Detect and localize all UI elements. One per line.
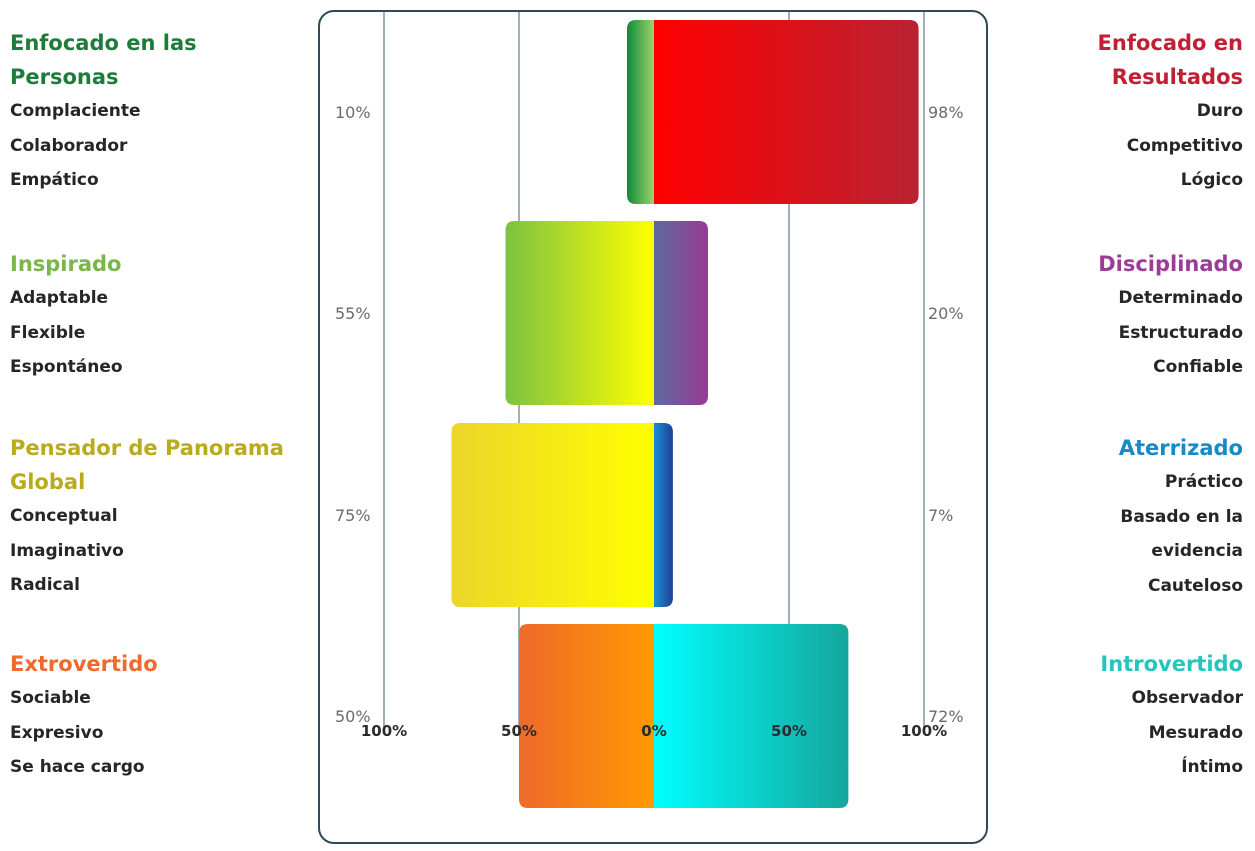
trait-label: Práctico [1164, 472, 1243, 492]
x-tick-label: 0% [641, 722, 666, 740]
percent-label-right: 72% [928, 707, 964, 726]
trait-label: evidencia [1151, 541, 1243, 561]
trait-label: Sociable [10, 688, 91, 708]
trait-label: Competitivo [1126, 135, 1243, 156]
label-block-right: Introvertido Observador Mesurado Íntimo [943, 647, 1243, 785]
label-block-left: Inspirado Adaptable Flexible Espontáneo [10, 247, 310, 385]
label-block-right: Enfocado en Resultados Duro Competitivo Lógi… [943, 26, 1243, 198]
trait-label: Cauteloso [1147, 575, 1243, 596]
trait-label: Imaginativo [10, 540, 124, 561]
label-block-left: Extrovertido Sociable Expresivo Se hace car… [10, 647, 310, 785]
label-block-right: Disciplinado Determinado Estructurado Confi… [943, 247, 1243, 385]
percent-label-right: 98% [928, 103, 964, 122]
percent-label-right: 20% [928, 304, 964, 323]
label-block-right: Aterrizado Práctico Basado en la evidencia C… [943, 431, 1243, 603]
percent-label-left: 75% [335, 506, 371, 525]
trait-label: Colaborador [10, 135, 128, 156]
category-title: Disciplinado [1098, 252, 1243, 276]
trait-label: Basado en la [1120, 506, 1243, 527]
trait-label: Determinado [1118, 288, 1243, 308]
category-title: Resultados [1111, 65, 1243, 89]
trait-label: Empático [10, 170, 99, 190]
trait-label: Flexible [10, 322, 86, 343]
trait-label: Adaptable [10, 288, 109, 308]
label-block-left: Pensador de Panorama Global Conceptual Imag… [10, 431, 310, 603]
category-title: Global [10, 470, 86, 494]
category-title: Aterrizado [1118, 436, 1243, 460]
category-title: Enfocado en las [10, 31, 197, 55]
diverging-bar-chart: 10% 98%55% 20%75% 7%50% 72% 100% 50% 0% 50% 100% [335, 12, 964, 808]
trait-label: Lógico [1180, 170, 1243, 190]
category-title: Enfocado en [1097, 31, 1243, 55]
percent-label-right: 7% [928, 506, 953, 525]
bar-right-0 [654, 20, 919, 204]
category-title: Extrovertido [10, 652, 158, 676]
chart-frame: 10% 98% 55% 20% 75% 7% 50% 72% 100% 50% 0% 50% 100% [318, 10, 988, 844]
percent-label-left: 55% [335, 304, 371, 323]
trait-label: Expresivo [10, 722, 104, 743]
x-tick-label: 100% [901, 722, 947, 740]
bar-right-3 [654, 624, 849, 808]
percent-label-left: 50% [335, 707, 371, 726]
bar-left-2 [451, 423, 654, 607]
label-block-left: Enfocado en las Personas Complaciente Colab… [10, 26, 310, 198]
trait-label: Íntimo [1181, 757, 1243, 777]
trait-label: Confiable [1153, 357, 1243, 377]
category-title: Introvertido [1100, 652, 1243, 676]
bar-left-1 [505, 221, 654, 405]
category-title: Inspirado [10, 252, 122, 276]
x-tick-label: 50% [501, 722, 537, 740]
trait-label: Duro [1196, 101, 1243, 121]
percent-label-left: 10% [335, 103, 371, 122]
trait-label: Mesurado [1148, 722, 1243, 743]
bar-right-1 [654, 221, 708, 405]
bar-left-3 [519, 624, 654, 808]
trait-label: Se hace cargo [10, 757, 145, 777]
category-title: Pensador de Panorama [10, 436, 284, 460]
trait-label: Espontáneo [10, 357, 123, 377]
x-tick-label: 50% [771, 722, 807, 740]
trait-label: Estructurado [1118, 322, 1243, 343]
trait-label: Conceptual [10, 506, 118, 526]
bar-right-2 [654, 423, 673, 607]
x-tick-label: 100% [361, 722, 407, 740]
trait-label: Observador [1131, 688, 1243, 708]
category-title: Personas [10, 65, 119, 89]
trait-label: Radical [10, 575, 80, 595]
bar-left-0 [627, 20, 654, 204]
trait-label: Complaciente [10, 101, 141, 121]
